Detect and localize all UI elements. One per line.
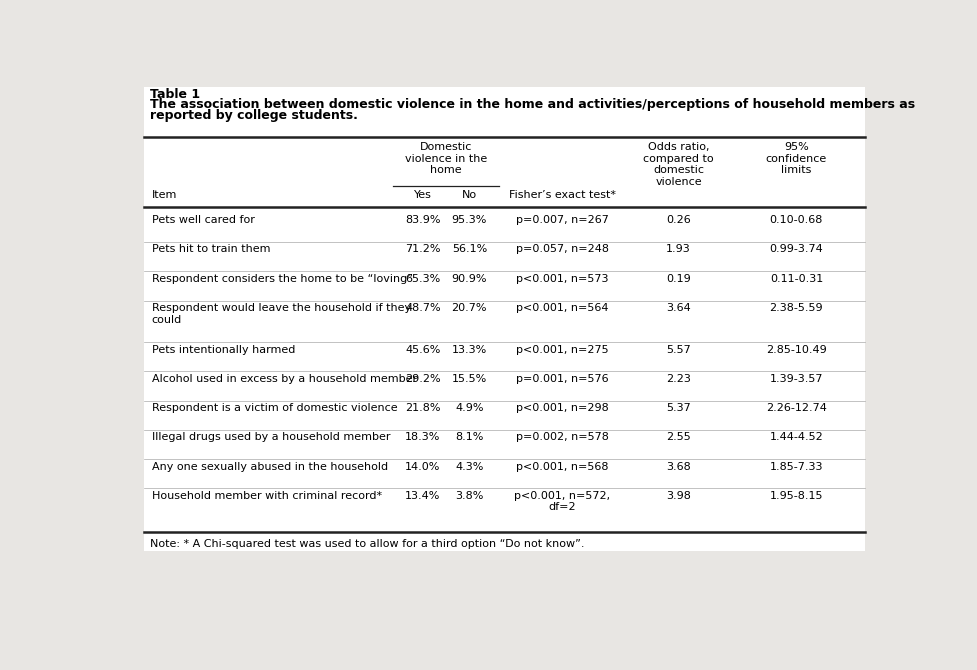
Text: Illegal drugs used by a household member: Illegal drugs used by a household member xyxy=(151,432,390,442)
Text: p=0.057, n=248: p=0.057, n=248 xyxy=(516,245,609,255)
Text: Respondent considers the home to be “loving”: Respondent considers the home to be “lov… xyxy=(151,273,412,283)
Text: Respondent is a victim of domestic violence: Respondent is a victim of domestic viole… xyxy=(151,403,398,413)
Text: 3.98: 3.98 xyxy=(666,491,691,500)
Text: Alcohol used in excess by a household member: Alcohol used in excess by a household me… xyxy=(151,374,417,384)
Text: 95.3%: 95.3% xyxy=(451,215,487,225)
Text: 3.68: 3.68 xyxy=(666,462,691,472)
Text: p<0.001, n=275: p<0.001, n=275 xyxy=(516,344,609,354)
Text: Domestic
violence in the
home: Domestic violence in the home xyxy=(404,142,488,175)
Text: Fisher’s exact test*: Fisher’s exact test* xyxy=(509,190,616,200)
Text: 13.3%: 13.3% xyxy=(451,344,487,354)
Text: 45.6%: 45.6% xyxy=(405,344,441,354)
Text: p=0.002, n=578: p=0.002, n=578 xyxy=(516,432,609,442)
Text: Note: * A Chi-squared test was used to allow for a third option “Do not know”.: Note: * A Chi-squared test was used to a… xyxy=(150,539,584,549)
Text: Any one sexually abused in the household: Any one sexually abused in the household xyxy=(151,462,388,472)
Text: 2.38-5.59: 2.38-5.59 xyxy=(770,303,824,313)
Text: 14.0%: 14.0% xyxy=(405,462,441,472)
Text: 95%
confidence
limits: 95% confidence limits xyxy=(766,142,827,175)
Text: Pets well cared for: Pets well cared for xyxy=(151,215,254,225)
Text: reported by college students.: reported by college students. xyxy=(150,109,358,122)
Text: 20.7%: 20.7% xyxy=(451,303,488,313)
Text: 2.55: 2.55 xyxy=(666,432,691,442)
Text: 2.26-12.74: 2.26-12.74 xyxy=(766,403,827,413)
Text: 2.23: 2.23 xyxy=(666,374,691,384)
Text: 90.9%: 90.9% xyxy=(451,273,488,283)
Text: 15.5%: 15.5% xyxy=(451,374,487,384)
Text: Pets intentionally harmed: Pets intentionally harmed xyxy=(151,344,295,354)
Text: p<0.001, n=298: p<0.001, n=298 xyxy=(516,403,609,413)
Text: Pets hit to train them: Pets hit to train them xyxy=(151,245,270,255)
Text: Odds ratio,
compared to
domestic
violence: Odds ratio, compared to domestic violenc… xyxy=(643,142,714,187)
Text: p<0.001, n=564: p<0.001, n=564 xyxy=(516,303,609,313)
Text: 1.39-3.57: 1.39-3.57 xyxy=(770,374,824,384)
Text: 0.11-0.31: 0.11-0.31 xyxy=(770,273,823,283)
Text: 3.8%: 3.8% xyxy=(455,491,484,500)
Text: 13.4%: 13.4% xyxy=(405,491,441,500)
Text: 3.64: 3.64 xyxy=(666,303,691,313)
Text: 1.85-7.33: 1.85-7.33 xyxy=(770,462,824,472)
Text: 0.26: 0.26 xyxy=(666,215,691,225)
Text: 0.19: 0.19 xyxy=(666,273,691,283)
Text: 65.3%: 65.3% xyxy=(405,273,441,283)
Text: 29.2%: 29.2% xyxy=(405,374,441,384)
Text: The association between domestic violence in the home and activities/perceptions: The association between domestic violenc… xyxy=(150,98,915,111)
Text: p<0.001, n=568: p<0.001, n=568 xyxy=(516,462,609,472)
Text: 0.10-0.68: 0.10-0.68 xyxy=(770,215,823,225)
Text: 8.1%: 8.1% xyxy=(455,432,484,442)
Text: No: No xyxy=(462,190,477,200)
Text: Yes: Yes xyxy=(414,190,432,200)
Text: Household member with criminal record*: Household member with criminal record* xyxy=(151,491,382,500)
Text: 1.93: 1.93 xyxy=(666,245,691,255)
Text: 5.57: 5.57 xyxy=(666,344,691,354)
Text: p<0.001, n=572,
df=2: p<0.001, n=572, df=2 xyxy=(514,491,611,513)
Text: Table 1: Table 1 xyxy=(150,88,200,101)
Text: Respondent would leave the household if they
could: Respondent would leave the household if … xyxy=(151,303,410,324)
Text: 0.99-3.74: 0.99-3.74 xyxy=(770,245,824,255)
Text: 1.44-4.52: 1.44-4.52 xyxy=(770,432,824,442)
Text: Item: Item xyxy=(151,190,177,200)
Text: p<0.001, n=573: p<0.001, n=573 xyxy=(516,273,609,283)
Text: 4.9%: 4.9% xyxy=(455,403,484,413)
Text: 83.9%: 83.9% xyxy=(405,215,441,225)
Text: 2.85-10.49: 2.85-10.49 xyxy=(766,344,827,354)
Text: p=0.001, n=576: p=0.001, n=576 xyxy=(516,374,609,384)
Text: 5.37: 5.37 xyxy=(666,403,691,413)
Text: 48.7%: 48.7% xyxy=(405,303,441,313)
Text: 18.3%: 18.3% xyxy=(405,432,441,442)
Text: 4.3%: 4.3% xyxy=(455,462,484,472)
Text: 1.95-8.15: 1.95-8.15 xyxy=(770,491,824,500)
Text: 71.2%: 71.2% xyxy=(405,245,441,255)
Text: p=0.007, n=267: p=0.007, n=267 xyxy=(516,215,609,225)
Text: 21.8%: 21.8% xyxy=(405,403,441,413)
FancyBboxPatch shape xyxy=(144,86,865,551)
Text: 56.1%: 56.1% xyxy=(451,245,487,255)
